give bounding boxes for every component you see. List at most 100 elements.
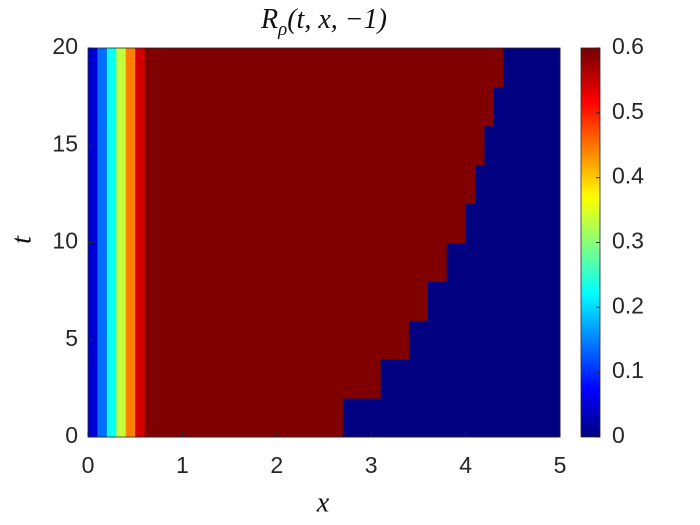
heatmap-cell — [276, 320, 287, 360]
heatmap-cell — [125, 398, 136, 438]
heatmap-cell — [191, 359, 202, 399]
heatmap-cell — [427, 86, 438, 127]
colorbar-tick-label: 0.1 — [612, 357, 644, 383]
heatmap-cell — [125, 203, 136, 243]
heatmap-cell — [418, 86, 429, 127]
heatmap-cell — [239, 359, 249, 399]
heatmap-cell — [371, 359, 382, 399]
heatmap-cell — [182, 281, 193, 321]
heatmap-cell — [154, 86, 165, 127]
heatmap-cell — [267, 359, 278, 399]
heatmap-cell — [125, 125, 136, 166]
heatmap-cell — [172, 125, 183, 166]
heatmap-cell — [446, 203, 457, 243]
heatmap-cell — [522, 48, 533, 88]
heatmap-cell — [182, 203, 193, 243]
heatmap-cell — [248, 242, 259, 282]
heatmap-cell — [352, 242, 363, 282]
heatmap-cell — [88, 359, 98, 399]
heatmap-cell — [361, 203, 372, 243]
heatmap-cell — [276, 48, 287, 88]
heatmap-cell — [239, 320, 249, 360]
heatmap-cell — [380, 242, 391, 282]
heatmap-cell — [210, 242, 221, 282]
heatmap-cell — [267, 281, 278, 321]
heatmap-cell — [446, 281, 457, 321]
heatmap-cell — [267, 203, 278, 243]
heatmap-cell — [418, 320, 429, 360]
heatmap-cell — [418, 125, 429, 166]
heatmap-cell — [154, 125, 165, 166]
heatmap-cell — [182, 125, 193, 166]
heatmap-cell — [427, 242, 438, 282]
heatmap-cell — [541, 164, 552, 205]
heatmap-cell — [512, 320, 523, 360]
title-args: (t, x, −1) — [287, 4, 387, 35]
heatmap-cell — [399, 125, 410, 166]
heatmap-cell — [191, 281, 202, 321]
heatmap-cell — [97, 281, 108, 321]
heatmap-cell — [333, 125, 344, 166]
heatmap-cell — [531, 48, 542, 88]
heatmap-cell — [522, 320, 533, 360]
heatmap-cell — [163, 48, 174, 88]
heatmap-cell — [201, 164, 212, 205]
heatmap-cell — [144, 164, 155, 205]
heatmap-cell — [172, 398, 183, 438]
heatmap-cell — [144, 398, 155, 438]
heatmap-cell — [437, 359, 448, 399]
heatmap-cell — [314, 48, 325, 88]
heatmap-cell — [239, 164, 249, 205]
heatmap-cell — [248, 281, 259, 321]
heatmap-cell — [88, 164, 98, 205]
colorbar-tick-label: 0.6 — [612, 33, 644, 59]
heatmap-cell — [295, 164, 306, 205]
heatmap-cell — [531, 203, 542, 243]
heatmap-cell — [286, 398, 297, 438]
heatmap-cell — [361, 359, 372, 399]
heatmap-cell — [493, 48, 504, 88]
heatmap-cell — [314, 281, 325, 321]
heatmap-cell — [97, 125, 108, 166]
heatmap-cell — [144, 320, 155, 360]
heatmap-cell — [399, 281, 410, 321]
heatmap-cell — [135, 242, 146, 282]
heatmap-cell — [154, 320, 165, 360]
heatmap-cell — [286, 320, 297, 360]
heatmap-cell — [324, 398, 334, 438]
heatmap-cell — [135, 203, 146, 243]
heatmap-cell — [361, 320, 372, 360]
heatmap-cell — [88, 242, 98, 282]
heatmap-cell — [172, 242, 183, 282]
heatmap-cell — [427, 320, 438, 360]
heatmap-cell — [427, 48, 438, 88]
heatmap-cell — [512, 86, 523, 127]
heatmap-cell — [427, 164, 438, 205]
heatmap-cell — [465, 125, 476, 166]
heatmap-cell — [531, 125, 542, 166]
heatmap-cell — [135, 86, 146, 127]
heatmap-cell — [550, 203, 561, 243]
heatmap-cell — [135, 281, 146, 321]
heatmap-cell — [361, 281, 372, 321]
heatmap-cell — [550, 48, 561, 88]
heatmap-cell — [229, 281, 240, 321]
heatmap-cell — [305, 281, 316, 321]
heatmap-cell — [314, 359, 325, 399]
heatmap-cell — [456, 320, 467, 360]
heatmap-cell — [88, 398, 98, 438]
heatmap-cell — [503, 86, 514, 127]
heatmap-cell — [333, 320, 344, 360]
heatmap-cell — [493, 86, 504, 127]
heatmap-cell — [97, 359, 108, 399]
heatmap-cell — [484, 281, 495, 321]
heatmap-cell — [191, 48, 202, 88]
heatmap-cell — [220, 320, 231, 360]
heatmap-cell — [456, 281, 467, 321]
heatmap-cell — [239, 242, 249, 282]
heatmap-cell — [144, 203, 155, 243]
heatmap-cell — [163, 86, 174, 127]
heatmap-cell — [191, 203, 202, 243]
heatmap-cell — [267, 320, 278, 360]
heatmap-cell — [512, 398, 523, 438]
